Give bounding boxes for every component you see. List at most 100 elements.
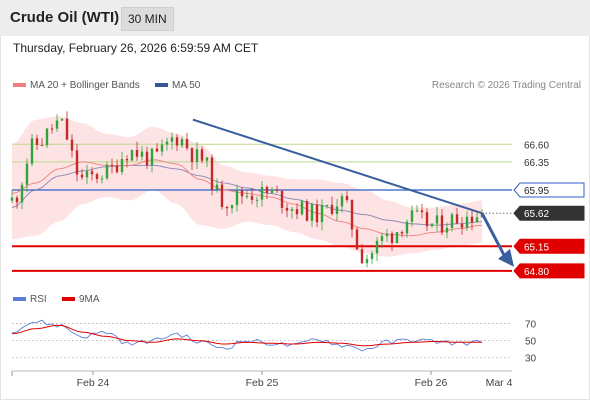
candle-body [295, 209, 299, 215]
candle-body [90, 171, 94, 175]
legend-ma50-label: MA 50 [172, 80, 201, 91]
candle-body [315, 204, 319, 223]
candle-body [380, 236, 384, 241]
candle-body [140, 151, 144, 157]
candle-body [280, 191, 284, 208]
price-label-65.95: 65.95 [513, 182, 585, 198]
legend-rsi-ma: 9MA [62, 294, 100, 305]
candle-body [270, 189, 274, 193]
candle-body [435, 215, 439, 224]
x-tick-label-Feb-25: Feb 25 [246, 377, 279, 389]
price-label-text: 65.15 [524, 242, 549, 253]
price-label-text: 65.95 [524, 186, 549, 197]
candle-body [390, 233, 394, 243]
rsi-ma-swatch [62, 297, 75, 302]
candle-body [190, 148, 194, 162]
candle-body [440, 215, 444, 233]
bollinger-bands [12, 116, 482, 257]
candle-body [415, 210, 419, 212]
candle-body [420, 210, 424, 213]
candle-body [150, 148, 154, 166]
candle-body [110, 164, 114, 166]
candle-body [335, 206, 339, 214]
legend-ma20: MA 20 + Bollinger Bands [13, 80, 140, 91]
candle-body [170, 137, 174, 142]
ma20-swatch [13, 83, 26, 88]
candle-body [450, 214, 454, 228]
research-credit: Research © 2026 Trading Central [431, 80, 581, 91]
candle-body [430, 223, 434, 227]
candle-body [165, 141, 169, 145]
candle-body [25, 163, 29, 185]
candle-body [325, 204, 329, 206]
legend-rsi-label: RSI [30, 294, 47, 305]
candle-body [395, 232, 399, 243]
forecast-arrow-head [498, 248, 514, 267]
candle-body [330, 204, 334, 214]
candle-body [290, 209, 294, 211]
candle-body [245, 195, 249, 197]
candle-body [185, 139, 189, 149]
candle-body [475, 217, 479, 223]
candle-body [135, 150, 139, 157]
candle-body [370, 253, 374, 259]
candle-body [55, 120, 59, 129]
rsi-swatch [13, 297, 26, 302]
instrument-title: Crude Oil (WTI) [10, 9, 120, 26]
candle-body [300, 201, 304, 215]
candle-body [470, 216, 474, 223]
candle-body [355, 229, 359, 250]
x-tick-label-Mar-4: Mar 4 [486, 377, 513, 389]
timeframe-button[interactable]: 30 MIN [121, 7, 174, 31]
candle-body [105, 164, 109, 179]
x-tick-label-Feb-24: Feb 24 [77, 377, 110, 389]
candle-body [210, 157, 214, 190]
candle-body [255, 199, 259, 201]
candle-body [145, 151, 149, 166]
price-label-box [513, 238, 585, 254]
candle-body [195, 149, 199, 162]
candle-body [345, 196, 349, 200]
candle-body [400, 232, 404, 234]
ma50-swatch [155, 83, 168, 88]
candle-body [35, 138, 39, 145]
candle-body [265, 187, 269, 193]
candle-body [30, 138, 34, 164]
timestamp: Thursday, February 26, 2026 6:59:59 AM C… [13, 41, 259, 55]
legend-ma20-label: MA 20 + Bollinger Bands [30, 80, 140, 91]
candle-body [235, 190, 239, 206]
price-label-65.62: 65.62 [513, 205, 585, 221]
candle-body [10, 197, 14, 201]
candle-body [240, 190, 244, 197]
candle-body [385, 233, 389, 237]
candle-body [125, 159, 129, 161]
candle-body [20, 184, 24, 203]
candle-body [405, 221, 409, 234]
candle-body [85, 171, 89, 178]
candle-body [375, 240, 379, 254]
price-label-65.15: 65.15 [513, 238, 585, 254]
candle-body [200, 149, 204, 161]
ma50-line [11, 164, 483, 226]
rsi-tick-50: 50 [525, 337, 537, 348]
candle-body [205, 157, 209, 161]
candle-body [115, 165, 119, 173]
price-label-64.80: 64.80 [513, 263, 585, 279]
candle-body [275, 189, 279, 191]
price-label-text: 66.60 [524, 140, 549, 151]
legend-rsi-ma-label: 9MA [79, 294, 100, 305]
candle-body [340, 196, 344, 207]
legend-ma50: MA 50 [155, 80, 200, 91]
price-label-box [513, 263, 585, 279]
candle-body [305, 201, 309, 221]
candle-body [460, 223, 464, 228]
chart-header: Crude Oil (WTI) 30 MIN [0, 0, 590, 36]
candle-body [45, 128, 49, 146]
legend-rsi: RSI [13, 294, 47, 305]
price-label-text: 66.35 [524, 158, 549, 169]
candle-body [285, 207, 289, 211]
candle-body [50, 128, 54, 130]
candle-body [100, 178, 104, 180]
candle-body [40, 145, 44, 146]
